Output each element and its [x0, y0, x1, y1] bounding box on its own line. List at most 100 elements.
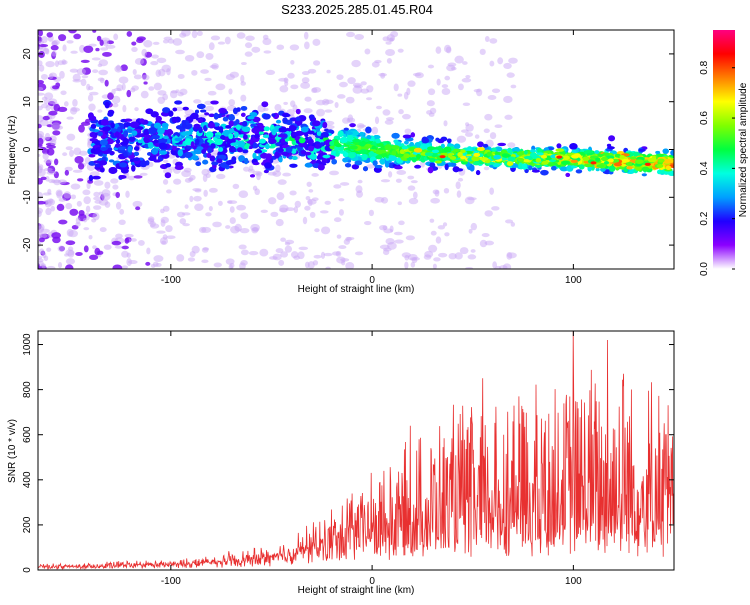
noise-mark [62, 60, 68, 65]
noise-mark [360, 81, 367, 86]
ridge-mark [304, 162, 313, 168]
ridge-mark [322, 121, 328, 129]
noise-mark [175, 49, 185, 55]
noise-mark [260, 209, 268, 214]
ridge-mark [243, 134, 248, 140]
ridge-mark [565, 172, 571, 177]
noise-mark [88, 235, 93, 240]
noise-mark [38, 64, 45, 72]
noise-mark [42, 252, 47, 259]
ridge-mark [531, 169, 540, 173]
ridge-core-mark [656, 164, 664, 169]
noise-mark [46, 148, 55, 156]
noise-mark [283, 101, 288, 105]
noise-mark [275, 164, 281, 173]
noise-mark [107, 92, 114, 100]
noise-mark [290, 60, 295, 65]
spectrogram-x-ticks: -100 0 100 [161, 30, 582, 286]
noise-mark [132, 68, 137, 75]
noise-mark [198, 114, 207, 118]
noise-mark [92, 30, 97, 33]
noise-mark [44, 132, 51, 141]
noise-mark [308, 189, 314, 193]
ridge-mark [319, 142, 325, 147]
ridge-mark [359, 149, 368, 154]
ridge-core-mark [570, 159, 578, 164]
ridge-core-mark [494, 151, 501, 156]
ridge-mark [213, 112, 219, 120]
ridge-mark [351, 130, 359, 136]
noise-mark [80, 59, 90, 63]
noise-mark [155, 262, 162, 268]
noise-mark [259, 248, 269, 257]
ridge-core-mark [415, 154, 422, 159]
noise-mark [495, 265, 502, 269]
noise-mark [77, 163, 85, 170]
noise-mark [111, 95, 121, 104]
noise-mark [470, 249, 476, 253]
noise-mark [393, 231, 403, 236]
noise-mark [191, 30, 198, 39]
snr-series-line [38, 331, 674, 570]
ridge-mark [404, 140, 409, 145]
noise-mark [187, 257, 196, 262]
ridge-mark [372, 134, 381, 140]
ridge-mark [578, 164, 585, 170]
ridge-core-mark [472, 161, 481, 166]
ridge-core-mark [399, 149, 405, 155]
noise-mark [46, 247, 52, 252]
noise-mark [133, 74, 142, 80]
ridge-mark [254, 149, 263, 154]
ridge-mark [88, 154, 96, 158]
ridge-mark [264, 162, 273, 169]
noise-mark [138, 239, 145, 246]
noise-mark [69, 208, 79, 216]
ridge-core-mark [625, 161, 633, 166]
ridge-mark [274, 151, 280, 159]
ridge-core-mark [429, 157, 436, 163]
ridge-mark [307, 130, 315, 135]
noise-mark [311, 87, 322, 93]
noise-mark [99, 39, 104, 46]
noise-mark [287, 72, 295, 79]
noise-mark [66, 116, 74, 120]
noise-mark [467, 197, 477, 201]
noise-mark [205, 53, 214, 60]
ridge-peak-mark [590, 161, 597, 165]
noise-mark [50, 45, 59, 51]
noise-mark [244, 51, 253, 57]
noise-mark [298, 246, 309, 251]
y-tick-label: 200 [22, 516, 33, 533]
noise-mark [411, 257, 418, 264]
noise-mark [240, 94, 247, 102]
noise-mark [132, 200, 143, 208]
noise-mark [320, 251, 326, 259]
noise-mark [70, 194, 76, 200]
noise-mark [240, 249, 249, 256]
ridge-core-mark [477, 147, 485, 152]
noise-mark [326, 69, 331, 74]
noise-mark [226, 200, 233, 204]
noise-mark [150, 60, 159, 66]
noise-mark [72, 169, 83, 173]
noise-mark [506, 72, 515, 78]
noise-mark [385, 48, 396, 56]
ridge-mark [90, 148, 96, 154]
noise-mark [139, 172, 148, 176]
ridge-mark [528, 165, 533, 171]
noise-mark [48, 73, 54, 80]
noise-mark [38, 60, 43, 67]
noise-mark [47, 188, 52, 195]
ridge-mark [289, 163, 298, 168]
noise-mark [324, 99, 334, 105]
noise-mark [364, 48, 371, 55]
noise-mark [290, 100, 296, 108]
ridge-mark [139, 160, 148, 168]
ridge-mark [194, 109, 200, 114]
noise-mark [382, 109, 391, 116]
noise-mark [365, 164, 375, 169]
ridge-mark [115, 138, 121, 145]
noise-mark [229, 206, 235, 213]
noise-mark [200, 69, 209, 74]
ridge-mark [126, 128, 133, 133]
